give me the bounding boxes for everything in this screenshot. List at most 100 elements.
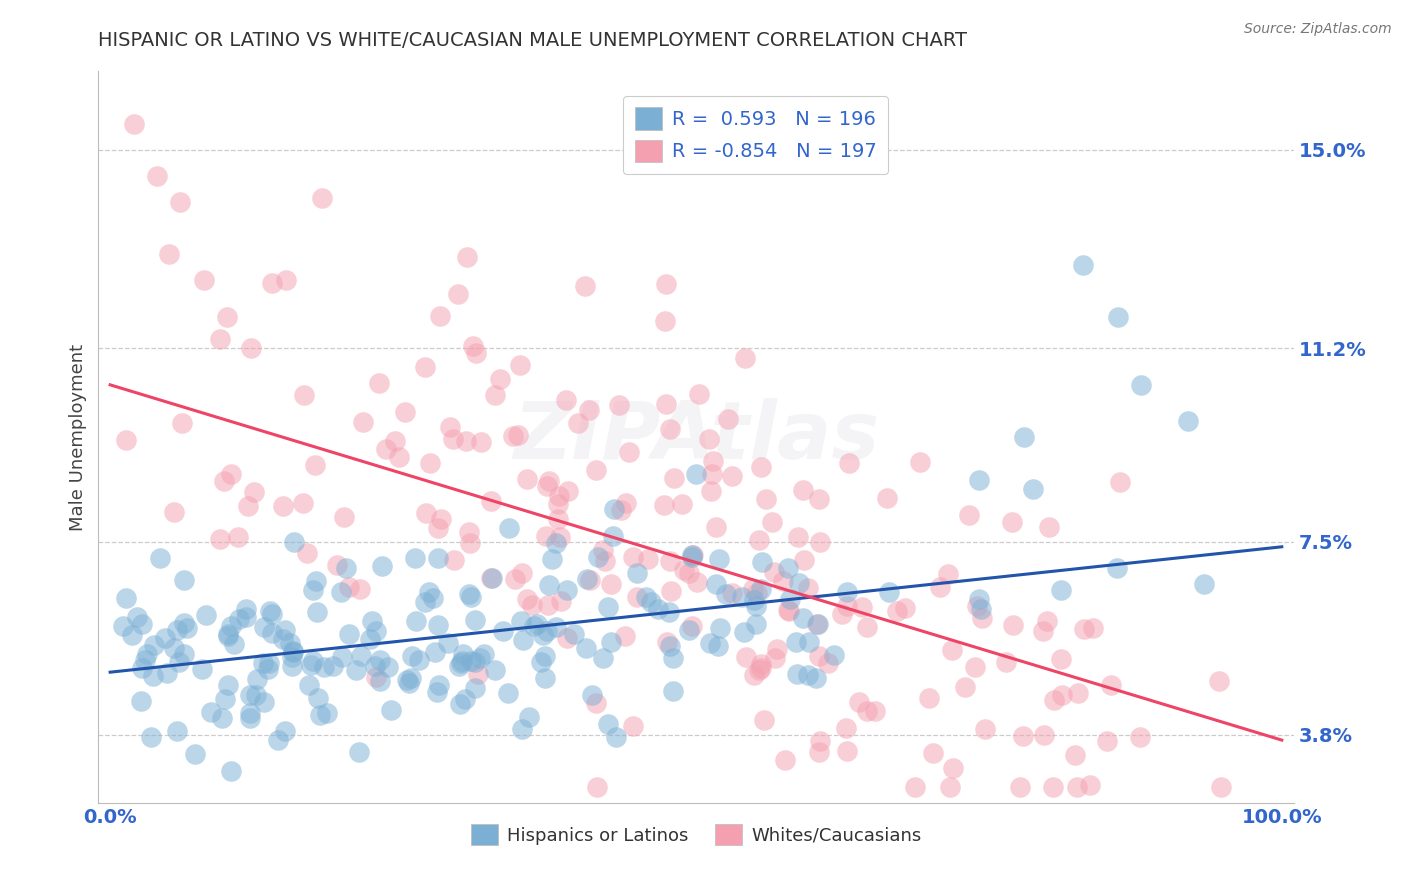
Point [1107,310,1129,324]
Point [218,629,240,643]
Point [745,599,768,613]
Legend: Hispanics or Latinos, Whites/Caucasians: Hispanics or Latinos, Whites/Caucasians [464,817,928,852]
Point [533,671,555,685]
Point [1078,778,1101,792]
Point [200,705,222,719]
Point [593,553,616,567]
Point [441,433,464,447]
Point [415,506,437,520]
Point [1073,622,1095,636]
Point [426,618,449,632]
Point [523,619,546,633]
Point [146,169,169,183]
Point [742,593,765,607]
Point [1022,483,1045,497]
Point [1049,582,1071,597]
Point [384,434,406,448]
Point [806,671,828,685]
Point [808,535,831,549]
Point [614,496,637,510]
Point [953,680,976,694]
Point [1033,728,1056,742]
Point [778,604,800,618]
Point [335,560,357,574]
Point [375,442,398,456]
Point [427,678,450,692]
Point [458,535,481,549]
Point [817,656,839,670]
Point [460,591,482,605]
Point [775,753,797,767]
Point [447,658,470,673]
Point [942,761,965,775]
Point [581,688,603,702]
Point [239,341,262,355]
Point [299,657,322,672]
Point [534,529,557,543]
Point [238,711,260,725]
Point [235,609,257,624]
Point [709,621,731,635]
Point [659,639,682,653]
Point [702,467,724,481]
Point [681,549,703,564]
Point [755,491,778,506]
Point [295,546,318,560]
Point [212,474,235,488]
Point [918,690,941,705]
Point [217,678,239,692]
Point [271,632,294,646]
Point [457,524,479,539]
Point [401,671,423,685]
Point [419,456,441,470]
Point [610,502,633,516]
Point [598,717,620,731]
Point [654,313,676,327]
Point [508,427,530,442]
Point [454,434,477,448]
Point [364,670,387,684]
Point [972,611,994,625]
Point [283,534,305,549]
Point [439,420,461,434]
Point [555,392,578,407]
Point [678,566,700,580]
Point [536,479,558,493]
Point [259,604,281,618]
Point [214,692,236,706]
Point [578,403,600,417]
Point [512,566,534,581]
Point [253,620,276,634]
Point [304,458,326,472]
Point [368,674,391,689]
Point [157,247,180,261]
Point [835,744,858,758]
Point [347,745,370,759]
Point [166,724,188,739]
Point [427,551,450,566]
Point [654,499,676,513]
Point [744,616,766,631]
Point [311,191,333,205]
Point [371,558,394,573]
Point [837,584,859,599]
Point [262,276,284,290]
Point [808,734,831,748]
Point [655,397,678,411]
Point [235,602,257,616]
Point [562,626,585,640]
Point [422,591,444,605]
Point [567,417,589,431]
Point [298,678,321,692]
Point [512,722,534,736]
Point [575,640,598,655]
Point [464,681,486,695]
Point [134,653,156,667]
Point [704,519,727,533]
Point [838,456,860,470]
Point [226,530,249,544]
Point [537,577,560,591]
Point [163,641,186,656]
Point [503,572,526,586]
Point [364,659,387,673]
